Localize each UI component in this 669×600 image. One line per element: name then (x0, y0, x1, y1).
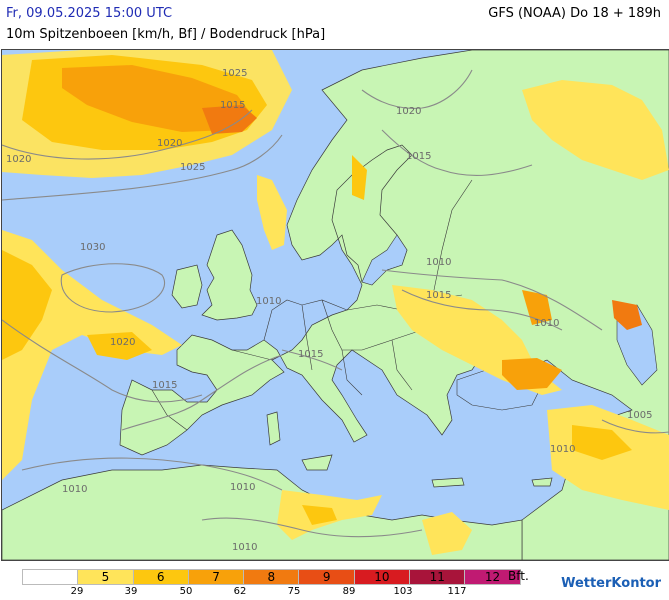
isobar-label-1015-iberia: 1015 (152, 380, 177, 391)
map-canvas: 1025 1015 1020 1020 1025 1030 1020 1015 … (2, 50, 669, 560)
isobar-label-1020-w: 1020 (110, 337, 135, 348)
isobar-1015-center (281, 349, 343, 371)
legend-bin-3: 7 (188, 569, 245, 585)
isobar-1010-a (21, 457, 283, 491)
brand-text: WetterKontor (561, 576, 661, 591)
isobar-label-1030: 1030 (80, 242, 105, 253)
isobars (2, 69, 669, 538)
isobar-label-1025: 1025 (180, 162, 205, 173)
legend-bin-8: 12 (465, 569, 521, 585)
brand-logo[interactable]: WetterKontor (561, 576, 661, 591)
land-crete (431, 477, 465, 488)
weather-map[interactable]: 1025 1015 1020 1020 1025 1030 1020 1015 … (1, 49, 669, 561)
gust-area-caucasus (612, 300, 642, 330)
isobar-label-1010-af: 1010 (62, 484, 87, 495)
land-ireland (171, 264, 203, 309)
isobar-1015-east (401, 289, 563, 331)
isobar-label-1020-ne: 1020 (396, 106, 421, 117)
gust-shading (2, 50, 669, 555)
gust-area-atlantic-north-7 (62, 65, 252, 132)
gust-area-biscay (87, 332, 152, 360)
legend-tick: 89 (342, 586, 356, 597)
gust-area-atlantic-north-8 (202, 105, 257, 134)
isobar-label-1020-a: 1020 (157, 138, 182, 149)
isobar-1015-west (121, 354, 283, 431)
legend-tick: 117 (447, 586, 467, 597)
gust-area-libya-6 (302, 505, 337, 525)
isobar-labels: 1025 1015 1020 1020 1025 1030 1020 1015 … (6, 68, 652, 553)
isobar-label-1010-ne: 1010 (426, 257, 451, 268)
isobar-label-1015-iceland: 1015 (220, 100, 245, 111)
isobar-label-1015-c: 1015 (298, 349, 323, 360)
legend-tick: 62 (233, 586, 247, 597)
land-great-britain (201, 229, 258, 321)
isobar-label-1020-b: 1020 (6, 154, 31, 165)
legend-bin-1: 5 (78, 569, 134, 585)
isobar-1030 (60, 263, 166, 313)
isobar-1005 (601, 419, 669, 434)
legend-bin-0 (22, 569, 79, 585)
legend-tick: 29 (70, 586, 84, 597)
gust-legend: 5 6 7 8 9 10 11 12 (22, 569, 521, 585)
gust-area-mideast-6 (572, 425, 632, 460)
gust-area-atlantic-west-6 (2, 250, 52, 360)
gust-area-sweden (352, 155, 367, 200)
isobar-label-1015-e: 1015 (426, 290, 451, 301)
map-subtitle: 10m Spitzenboeen [km/h, Bf] / Bodendruck… (6, 27, 326, 42)
isobar-1010-east (381, 269, 603, 331)
isobar-1015-north (381, 129, 533, 176)
legend-bin-5: 9 (299, 569, 355, 585)
date-label: Fr, 09.05.2025 15:00 UTC (6, 6, 173, 21)
legend-tick: 50 (179, 586, 193, 597)
isobar-label-1010-me: 1010 (550, 444, 575, 455)
isobar-1025 (2, 134, 283, 201)
isobar-label-1015-ne: 1015 (406, 151, 431, 162)
legend-tick: 75 (287, 586, 301, 597)
legend-bin-6: 10 (354, 569, 411, 585)
isobar-1020-south (2, 319, 203, 403)
land-sardinia (266, 411, 281, 446)
isobar-label-1005: 1005 (627, 410, 652, 421)
isobar-label-1025-north: 1025 (222, 68, 247, 79)
model-run-label: GFS (NOAA) Do 18 + 189h (488, 6, 661, 21)
land-cyprus (531, 477, 553, 487)
isobar-label-1010-bs: 1010 (534, 318, 559, 329)
land-sicily (301, 454, 333, 471)
isobar-1020-north (2, 109, 253, 160)
gust-area-sahara (422, 512, 472, 555)
baltic-sea (361, 234, 408, 286)
gust-area-north-sea (257, 175, 287, 250)
legend-unit: Bft. (508, 569, 529, 583)
isobar-label-1010-af3: 1010 (232, 542, 257, 553)
isobar-label-1010-af2: 1010 (230, 482, 255, 493)
legend-tick: 39 (124, 586, 138, 597)
gust-area-black-sea (502, 358, 562, 390)
legend-bin-4: 8 (244, 569, 300, 585)
legend-bin-7: 11 (410, 569, 466, 585)
legend-bin-2: 6 (133, 569, 189, 585)
isobar-label-1010-c: 1010 (256, 296, 281, 307)
legend-tick: 103 (393, 586, 413, 597)
gust-area-russia-east (522, 80, 669, 180)
isobar-1020-ne (361, 69, 473, 109)
isobar-1010-b (201, 517, 423, 538)
